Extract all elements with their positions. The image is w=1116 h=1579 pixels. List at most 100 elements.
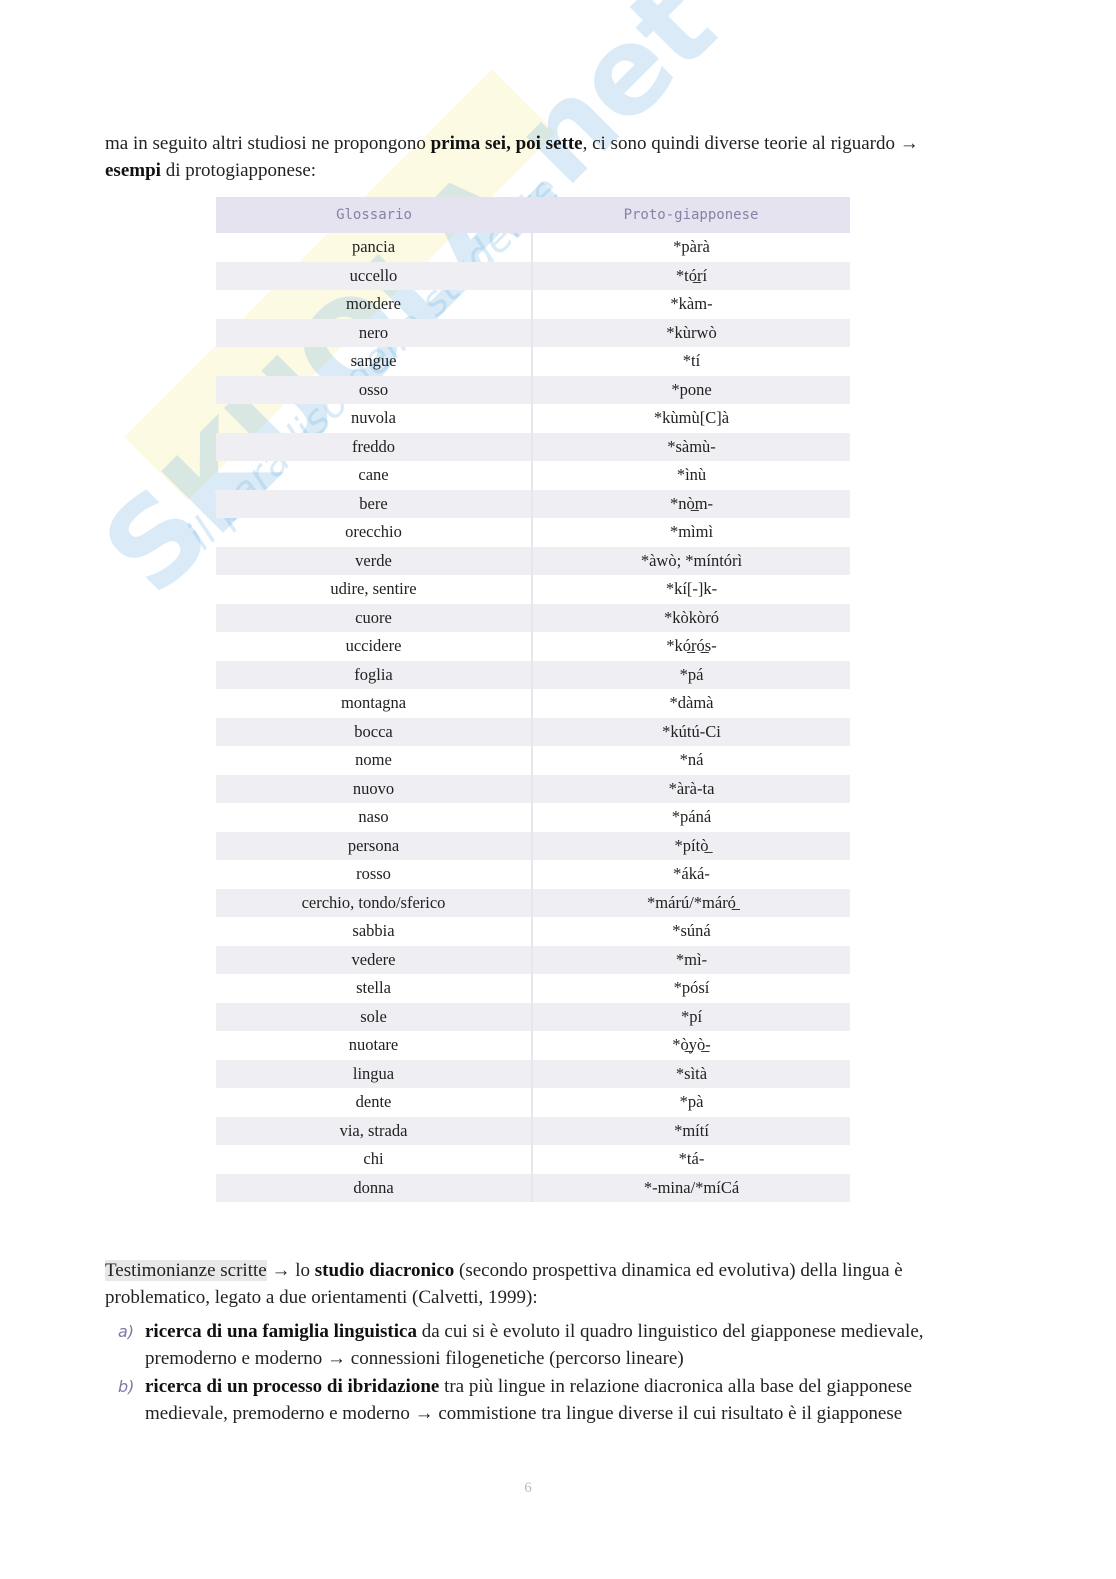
table-row: osso *pone <box>216 375 850 404</box>
proto-japanese-cell: *tó̲rí <box>532 261 850 290</box>
table-row: nero *kùrwò <box>216 318 850 347</box>
table-row: orecchio *mìmì <box>216 518 850 547</box>
glossary-cell: bocca <box>216 717 533 746</box>
table-row: via, strada *mítí <box>216 1116 850 1145</box>
table-row: sabbia *súná <box>216 917 850 946</box>
bold-text: prima sei <box>430 133 507 154</box>
table-row: cerchio, tondo/sferico *márú/*máró̲ <box>216 888 850 917</box>
proto-japanese-cell: *tí <box>682 351 701 371</box>
bold-text: poi sette <box>515 133 583 154</box>
text: , <box>506 133 516 154</box>
proto-japanese-cell: *kó̲ró̲s- <box>666 636 717 656</box>
bold-text: studio diacronico <box>314 1260 455 1281</box>
proto-japanese-cell: *pítò̲ <box>532 831 850 860</box>
table-row: rosso *áká- <box>216 860 850 889</box>
proto-japanese-cell: *pone <box>532 375 850 404</box>
proto-japanese-cell: *kòkòró <box>532 603 850 632</box>
glossary-cell: sole <box>216 1002 533 1031</box>
glossary-cell: bere <box>216 489 533 518</box>
table-row: dente *pà <box>216 1088 850 1117</box>
glossary-cell: cuore <box>216 603 533 632</box>
glossary-cell: donna <box>216 1173 533 1202</box>
glossary-cell: sabbia <box>216 917 533 946</box>
table-row: vedere *mì- <box>216 945 850 974</box>
glossary-cell: nuvola <box>216 404 533 433</box>
proto-japanese-cell: *pàrà <box>673 237 710 257</box>
glossary-cell: persona <box>216 831 533 860</box>
highlighted-text: Testimonianze scritte <box>105 1260 267 1281</box>
proto-japanese-cell: *súná <box>672 921 711 941</box>
proto-japanese-cell: *ò̲yò̲- <box>672 1035 711 1055</box>
table-row: nome *ná <box>216 746 850 775</box>
proto-japanese-cell: *pá <box>532 660 850 689</box>
glossary-cell: stella <box>216 974 533 1003</box>
table-row: stella *pósí <box>216 974 850 1003</box>
table-row: persona *pítò̲ <box>216 831 850 860</box>
glossary-cell: lingua <box>216 1059 533 1088</box>
glossary-cell: sangue <box>216 347 533 376</box>
glossary-cell: rosso <box>216 860 533 889</box>
proto-japanese-cell: *kùmù[C]à <box>653 408 730 428</box>
table-row: uccello *tó̲rí <box>216 261 850 290</box>
glossary-cell: udire, sentire <box>216 575 533 604</box>
glossary-table: Glossario Proto-giapponese pancia *pàrà uc… <box>216 197 850 1202</box>
proto-japanese-cell: *àrà-ta <box>532 774 850 803</box>
text: , ci sono quindi diverse teorie al rigua… <box>582 133 919 154</box>
glossary-cell: freddo <box>216 432 533 461</box>
glossary-cell: naso <box>216 803 533 832</box>
glossary-cell: osso <box>216 375 533 404</box>
intro-paragraph: ma in seguito altri studiosi ne propongo… <box>105 130 955 184</box>
table-row: nuotare *ò̲yò̲- <box>216 1031 850 1060</box>
table-row: sole *pí <box>216 1002 850 1031</box>
list-marker: a) <box>118 1322 135 1341</box>
table-row: foglia *pá <box>216 660 850 689</box>
glossary-cell: nuovo <box>216 774 533 803</box>
glossary-cell: pancia <box>216 233 533 262</box>
proto-japanese-cell: *dàmà <box>669 693 714 713</box>
proto-japanese-cell: *páná <box>671 807 712 827</box>
bold-text: ricerca di una famiglia linguistica <box>145 1321 417 1342</box>
table-row: chi *tá- <box>216 1145 850 1174</box>
glossary-cell: montagna <box>216 689 533 718</box>
glossary-cell: nero <box>216 318 533 347</box>
glossary-cell: uccello <box>216 261 533 290</box>
proto-japanese-cell: *pósí <box>673 978 710 998</box>
table-row: sangue *tí <box>216 347 850 376</box>
proto-japanese-cell: *sàmù- <box>532 432 850 461</box>
proto-japanese-cell: *mítí <box>532 1116 850 1145</box>
glossary-cell: dente <box>216 1088 533 1117</box>
table-row: cane *ìnù <box>216 461 850 490</box>
proto-japanese-cell: *kí[-]k- <box>665 579 718 599</box>
table-row: bere *nò̲m- <box>216 489 850 518</box>
proto-japanese-cell: *sìtà <box>532 1059 850 1088</box>
table-row: montagna *dàmà <box>216 689 850 718</box>
paragraph-written-testimonies: Testimonianze scritte → lo studio diacro… <box>105 1257 955 1311</box>
proto-japanese-cell: *kàm- <box>670 294 713 314</box>
proto-japanese-cell: *mì- <box>532 945 850 974</box>
text: (secondo prospettiva dinamica ed evoluti… <box>105 1260 903 1308</box>
table-header: Glossario Proto-giapponese <box>216 197 850 233</box>
table-row: nuovo *àrà-ta <box>216 774 850 803</box>
proto-japanese-cell: *mìmì <box>669 522 714 542</box>
glossary-cell: via, strada <box>216 1116 533 1145</box>
page-number: 6 <box>524 1480 532 1496</box>
glossary-cell: orecchio <box>216 518 533 547</box>
bold-text: esempi <box>105 160 161 181</box>
proto-japanese-cell: *àwò; *míntórì <box>532 546 850 575</box>
glossary-cell: cane <box>216 461 533 490</box>
table-row: mordere *kàm- <box>216 290 850 319</box>
proto-japanese-cell: *tá- <box>678 1149 705 1169</box>
glossary-cell: foglia <box>216 660 533 689</box>
column-header: Proto-giapponese <box>532 197 850 233</box>
table-row: donna *-mina/*míCá <box>216 1173 850 1202</box>
text: ma in seguito altri studiosi ne propongo… <box>105 133 431 154</box>
table-row: naso *páná <box>216 803 850 832</box>
glossary-cell: nome <box>216 746 533 775</box>
table-row: pancia *pàrà <box>216 233 850 262</box>
text: da cui si è evoluto il quadro linguistic… <box>145 1321 924 1369</box>
proto-japanese-cell: *-mina/*míCá <box>532 1173 850 1202</box>
proto-japanese-cell: *kútú-Ci <box>532 717 850 746</box>
list-item: b) ricerca di un processo di ibridazione… <box>118 1373 958 1427</box>
table-row: lingua *sìtà <box>216 1059 850 1088</box>
proto-japanese-cell: *ná <box>679 750 704 770</box>
